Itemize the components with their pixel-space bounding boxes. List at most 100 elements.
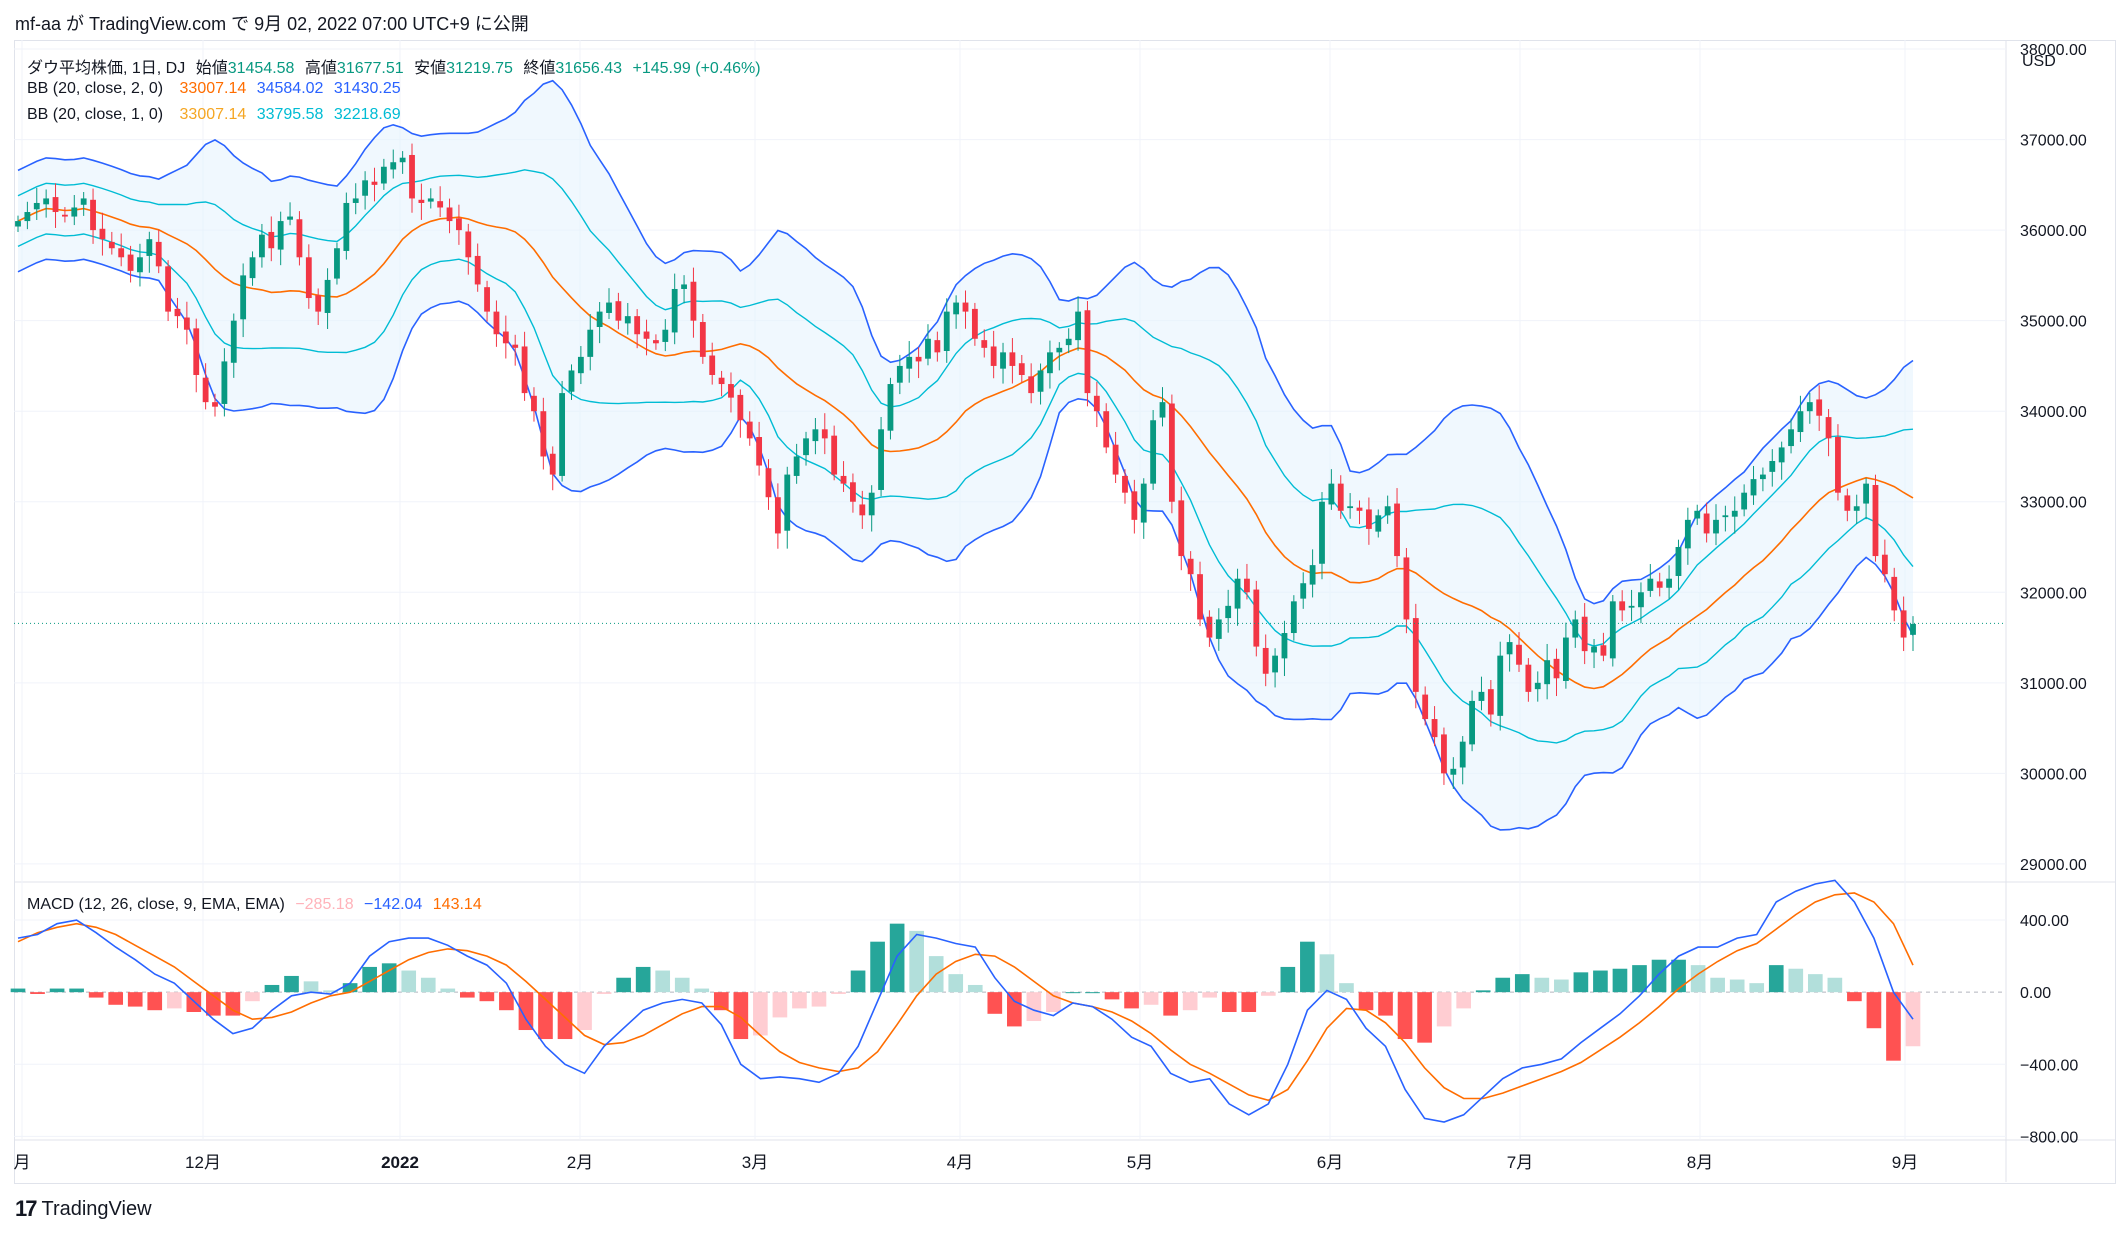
candle-body bbox=[990, 346, 997, 366]
candle-body bbox=[259, 234, 265, 258]
candle-body bbox=[1150, 420, 1157, 484]
candle-body bbox=[1084, 310, 1091, 394]
candle-body bbox=[118, 248, 125, 258]
candle-body bbox=[221, 361, 228, 404]
macd-histogram-bar bbox=[1729, 979, 1745, 993]
bb1-legend[interactable]: BB (20, close, 1, 0) 33007.14 33795.58 3… bbox=[27, 106, 407, 124]
candle-body bbox=[859, 504, 866, 516]
candle-body bbox=[1328, 483, 1335, 505]
macd-histogram-bar bbox=[342, 983, 358, 993]
candle-body bbox=[653, 340, 659, 344]
candle-body bbox=[1253, 589, 1260, 647]
macd-histogram-bar bbox=[1827, 977, 1843, 993]
candle-body bbox=[962, 302, 969, 312]
macd-histogram-bar bbox=[1514, 974, 1530, 993]
candle-body bbox=[80, 198, 87, 205]
candle-body bbox=[1384, 506, 1391, 516]
macd-histogram-bar bbox=[303, 981, 319, 993]
candle-body bbox=[371, 181, 378, 185]
macd-histogram-bar bbox=[1065, 992, 1081, 994]
macd-signal-value: 143.14 bbox=[432, 896, 482, 913]
candle-body bbox=[1103, 411, 1110, 448]
candle-body bbox=[1412, 618, 1419, 692]
macd-histogram-bar bbox=[753, 992, 768, 1036]
candle-body bbox=[1478, 691, 1485, 701]
macd-histogram-bar bbox=[1554, 979, 1569, 993]
price-tick-label: 36000.00 bbox=[2020, 223, 2087, 240]
macd-histogram-bar bbox=[1573, 972, 1589, 993]
macd-histogram-bar bbox=[88, 992, 104, 998]
macd-histogram-bar bbox=[674, 977, 690, 993]
candle-body bbox=[1244, 578, 1250, 593]
candle-body bbox=[155, 241, 162, 267]
candle-body bbox=[1037, 370, 1044, 392]
candle-body bbox=[1628, 605, 1635, 608]
macd-histogram-bar bbox=[850, 970, 866, 993]
macd-histogram-bar bbox=[284, 975, 299, 993]
macd-histogram-bar bbox=[1378, 992, 1393, 1016]
candle-body bbox=[409, 154, 415, 199]
macd-legend[interactable]: MACD (12, 26, close, 9, EMA, EMA) −285.1… bbox=[27, 896, 488, 914]
macd-histogram-bar bbox=[616, 977, 631, 993]
candle-body bbox=[1178, 500, 1185, 557]
candle-body bbox=[1422, 694, 1429, 720]
candle-body bbox=[1375, 515, 1382, 532]
candle-body bbox=[324, 279, 331, 313]
macd-histogram-bar bbox=[1788, 968, 1804, 993]
candle-body bbox=[878, 429, 884, 490]
candle-body bbox=[1647, 578, 1654, 591]
macd-tick-label: 400.00 bbox=[2020, 913, 2069, 930]
candle-body bbox=[793, 456, 800, 476]
candle-body bbox=[1835, 437, 1841, 493]
bb-basis-line bbox=[17, 207, 1914, 690]
candle-body bbox=[1609, 601, 1616, 659]
candle-body bbox=[840, 475, 847, 484]
candle-body bbox=[1666, 578, 1672, 588]
candle-body bbox=[1675, 547, 1682, 576]
bb1-upper: 33795.58 bbox=[256, 106, 324, 123]
price-tick-label: 35000.00 bbox=[2020, 314, 2087, 331]
macd-histogram-bar bbox=[127, 992, 143, 1007]
bb1-label: BB (20, close, 1, 0) bbox=[27, 106, 164, 123]
macd-histogram-bar bbox=[1436, 992, 1452, 1027]
candle-body bbox=[1722, 515, 1729, 518]
macd-histogram-bar bbox=[1456, 992, 1471, 1009]
candle-body bbox=[1450, 768, 1457, 775]
macd-histogram-bar bbox=[381, 963, 397, 993]
candle-body bbox=[737, 394, 744, 421]
candle-body bbox=[1731, 510, 1738, 517]
candle-body bbox=[484, 287, 490, 312]
candle-body bbox=[925, 338, 931, 359]
candle-body bbox=[568, 370, 575, 392]
candle-body bbox=[681, 284, 687, 289]
candle-body bbox=[615, 301, 622, 321]
candle-body bbox=[906, 356, 913, 369]
candle-body bbox=[587, 329, 594, 357]
time-tick-label: 月 bbox=[14, 1153, 31, 1172]
candle-body bbox=[1544, 660, 1551, 685]
candle-body bbox=[137, 257, 143, 273]
macd-histogram-bar bbox=[1221, 992, 1237, 1012]
candle-body bbox=[934, 340, 941, 353]
time-tick-label: 3月 bbox=[742, 1153, 768, 1172]
tradingview-brand[interactable]: 17 TradingView bbox=[15, 1196, 152, 1222]
macd-histogram-bar bbox=[1710, 977, 1725, 993]
candle-body bbox=[1018, 363, 1025, 375]
macd-line-value: −142.04 bbox=[364, 896, 423, 913]
candle-body bbox=[915, 356, 922, 362]
bb1-lower: 32218.69 bbox=[333, 106, 401, 123]
chart-frame bbox=[14, 40, 2116, 1184]
candle-body bbox=[624, 316, 631, 324]
candle-body bbox=[850, 482, 856, 502]
symbol-label[interactable]: ダウ平均株価, 1日, DJ bbox=[27, 60, 186, 77]
candle-body bbox=[1900, 610, 1907, 638]
price-tick-label: 38000.00 bbox=[2020, 42, 2087, 59]
bb2-legend[interactable]: BB (20, close, 2, 0) 33007.14 34584.02 3… bbox=[27, 80, 407, 98]
candle-body bbox=[1065, 338, 1072, 346]
candle-body bbox=[1300, 583, 1307, 599]
macd-histogram-bar bbox=[264, 984, 280, 993]
low-label: 安値 bbox=[414, 60, 447, 77]
macd-signal-line bbox=[17, 892, 1914, 1102]
candle-body bbox=[1459, 741, 1466, 768]
